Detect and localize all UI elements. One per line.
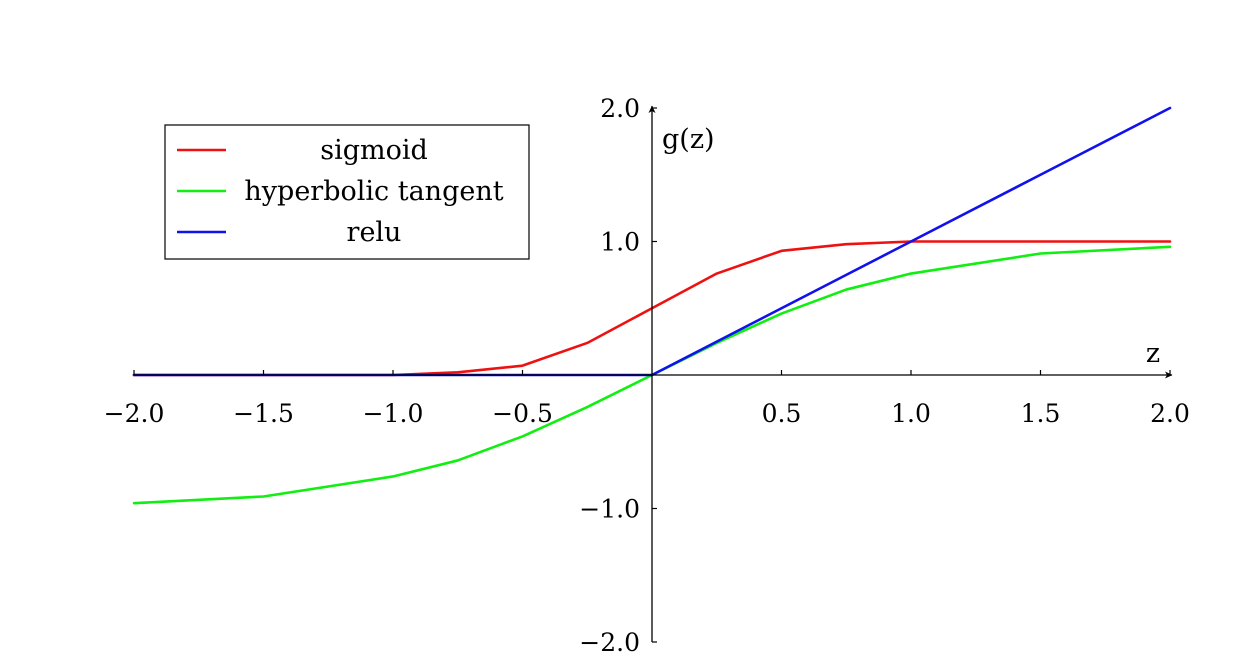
x-tick-label: −1.5 xyxy=(233,399,294,428)
y-tick-label: −1.0 xyxy=(579,495,640,524)
x-tick-label: 1.0 xyxy=(891,399,931,428)
y-tick-label: −2.0 xyxy=(579,628,640,657)
y-tick-label: 2.0 xyxy=(600,94,640,123)
legend: sigmoid hyperbolic tangent relu xyxy=(164,124,530,260)
x-ticks: −2.0 −1.5 −1.0 −0.5 0.5 1.0 1.5 2.0 xyxy=(104,370,1190,428)
y-tick-label: 1.0 xyxy=(600,228,640,257)
x-tick-label: 2.0 xyxy=(1150,399,1190,428)
y-ticks: −2.0 −1.0 1.0 2.0 xyxy=(579,94,657,657)
legend-label-sigmoid: sigmoid xyxy=(320,135,428,166)
x-tick-label: −0.5 xyxy=(492,399,553,428)
y-axis-label: g(z) xyxy=(662,124,715,155)
x-tick-label: −1.0 xyxy=(363,399,424,428)
legend-label-relu: relu xyxy=(347,217,402,248)
x-axis-label: z xyxy=(1146,338,1160,369)
x-tick-label: 1.5 xyxy=(1021,399,1061,428)
x-tick-label: 0.5 xyxy=(762,399,802,428)
legend-label-hyperbolic-tangent: hyperbolic tangent xyxy=(244,176,503,207)
x-tick-label: −2.0 xyxy=(104,399,165,428)
